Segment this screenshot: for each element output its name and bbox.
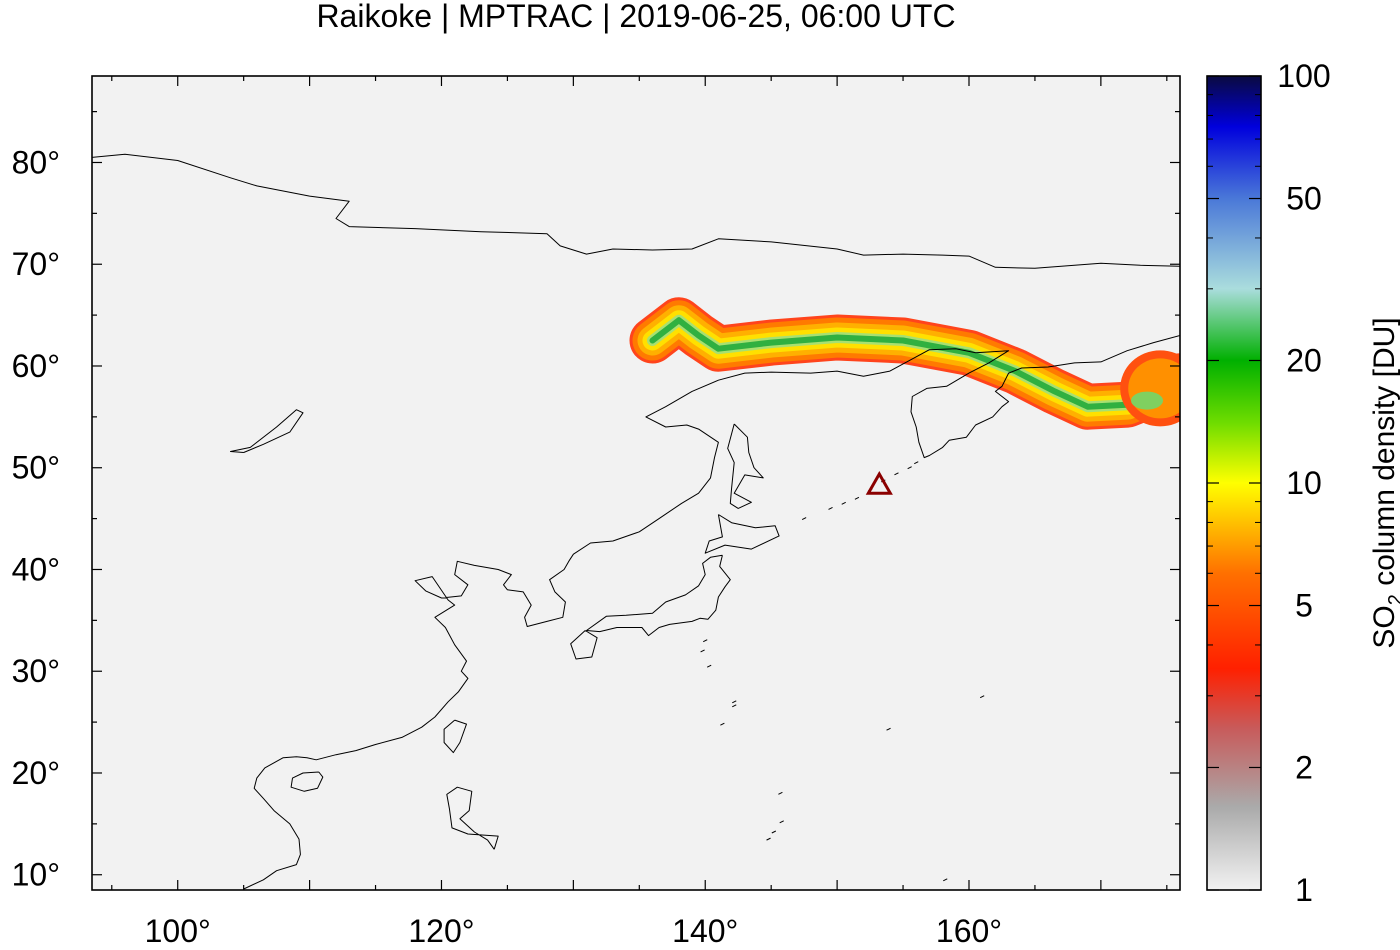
lat-tick-label: 60° bbox=[12, 348, 60, 384]
figure-title: Raikoke | MPTRAC | 2019-06-25, 06:00 UTC bbox=[316, 0, 955, 34]
colorbar-tick-label: 20 bbox=[1286, 342, 1322, 378]
map-background bbox=[92, 76, 1180, 890]
lon-tick-label: 160° bbox=[936, 913, 1002, 949]
map-ticks bbox=[92, 76, 1180, 890]
island bbox=[706, 664, 712, 668]
so2-plume bbox=[629, 297, 1180, 430]
coastlines bbox=[92, 153, 1180, 901]
longitude-labels: 100° 120° 140° 160° bbox=[145, 913, 1002, 949]
lat-tick-label: 20° bbox=[12, 755, 60, 791]
island bbox=[886, 727, 891, 731]
coastline bbox=[443, 719, 467, 754]
lat-tick-label: 70° bbox=[12, 246, 60, 282]
island bbox=[894, 472, 899, 476]
island bbox=[732, 700, 737, 704]
island bbox=[914, 461, 919, 465]
coastline bbox=[727, 423, 764, 509]
colorbar-tick-labels: 1 2 5 10 20 50 100 bbox=[1277, 58, 1330, 908]
triangle-icon bbox=[865, 471, 893, 495]
plume-bulge-core bbox=[1131, 391, 1164, 410]
lon-tick-label: 100° bbox=[145, 913, 211, 949]
colorbar-title: SO2 column density [DU] bbox=[1368, 317, 1400, 648]
colorbar-title-subscript: 2 bbox=[1385, 594, 1400, 605]
island bbox=[700, 649, 705, 653]
coastline bbox=[704, 514, 780, 554]
lat-tick-label: 80° bbox=[12, 144, 60, 180]
colorbar-tick-label: 10 bbox=[1286, 465, 1322, 501]
coastline bbox=[446, 786, 499, 850]
coastline bbox=[290, 771, 324, 792]
colorbar-tick-label: 5 bbox=[1295, 588, 1313, 624]
island bbox=[801, 517, 807, 521]
coastline bbox=[92, 153, 1180, 269]
colorbar-tick-label: 2 bbox=[1295, 749, 1313, 785]
lon-tick-label: 120° bbox=[408, 913, 474, 949]
volcano-marker bbox=[865, 471, 893, 495]
coastline bbox=[570, 630, 598, 660]
island bbox=[732, 704, 737, 708]
colorbar-tick-label: 100 bbox=[1277, 58, 1330, 94]
map-panel: 100° 120° 140° 160° 10° 20° 30° 40° 50° 60° 70° 80… bbox=[12, 75, 1181, 949]
colorbar-title-main: SO bbox=[1368, 605, 1400, 648]
island bbox=[720, 722, 725, 726]
coastline bbox=[243, 335, 1180, 890]
map-frame bbox=[91, 75, 1181, 891]
plume-bulge-inner bbox=[1128, 358, 1180, 419]
coastline bbox=[230, 409, 304, 453]
coastline bbox=[586, 554, 731, 637]
colorbar-ticks bbox=[1207, 75, 1261, 891]
colorbar-tick-label: 1 bbox=[1295, 872, 1313, 908]
island bbox=[766, 837, 771, 841]
lat-tick-label: 40° bbox=[12, 551, 60, 587]
island bbox=[943, 878, 948, 882]
island bbox=[778, 791, 783, 795]
lat-tick-label: 10° bbox=[12, 857, 60, 893]
island bbox=[907, 466, 912, 470]
island bbox=[841, 501, 846, 505]
island bbox=[771, 830, 777, 834]
lat-tick-label: 50° bbox=[12, 450, 60, 486]
island bbox=[779, 820, 784, 824]
lon-tick-label: 140° bbox=[672, 913, 738, 949]
island bbox=[979, 695, 985, 699]
plume-layer bbox=[649, 317, 1180, 410]
island bbox=[861, 899, 865, 901]
island bbox=[828, 506, 833, 510]
colorbar-title-rest: column density [DU] bbox=[1368, 317, 1400, 594]
colorbar-tick-label: 50 bbox=[1286, 181, 1322, 217]
lat-tick-label: 30° bbox=[12, 653, 60, 689]
island bbox=[703, 639, 708, 643]
island bbox=[854, 496, 860, 500]
latitude-labels: 10° 20° 30° 40° 50° 60° 70° 80° bbox=[12, 144, 60, 892]
